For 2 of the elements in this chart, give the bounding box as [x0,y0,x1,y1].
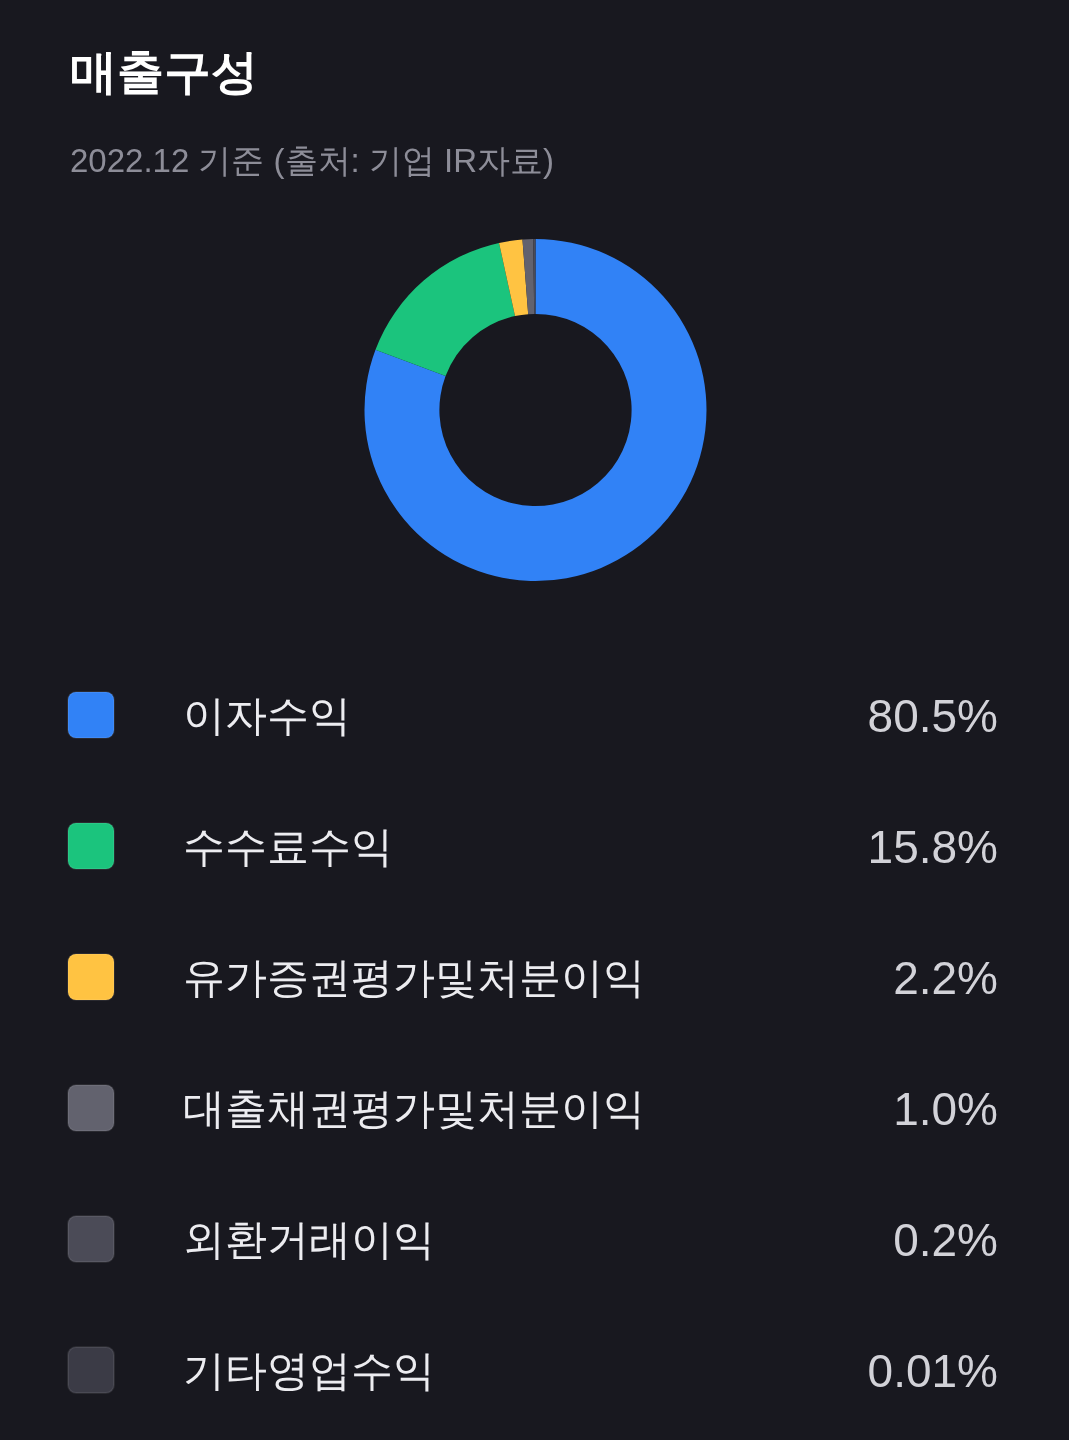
subtitle: 2022.12 기준 (출처: 기업 IR자료) [70,142,555,179]
title: 매출구성 [70,45,258,98]
